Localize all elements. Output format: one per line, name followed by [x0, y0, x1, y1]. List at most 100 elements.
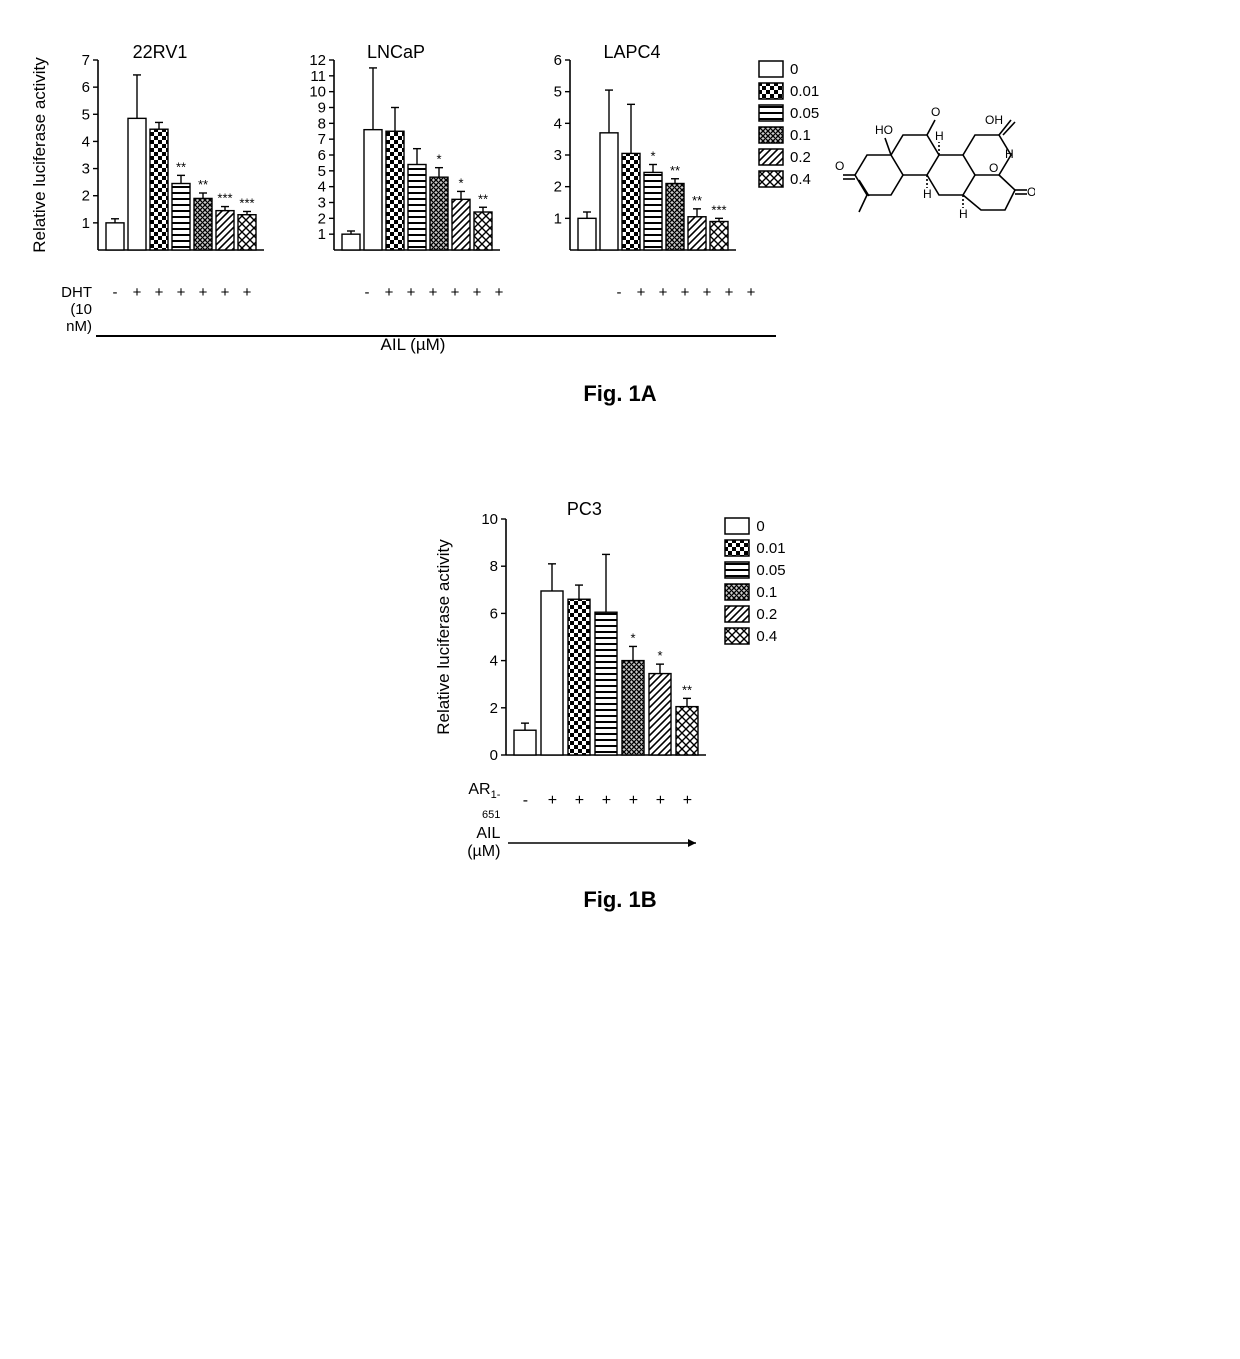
- svg-text:**: **: [692, 193, 702, 208]
- svg-text:7: 7: [318, 131, 326, 148]
- svg-text:H: H: [1005, 147, 1014, 161]
- chart-lapc4: LAPC4123456********: [522, 40, 742, 270]
- svg-text:***: ***: [217, 191, 232, 206]
- svg-text:H: H: [935, 129, 944, 143]
- legend-item: 0: [758, 58, 819, 80]
- ar-tick: +: [541, 792, 563, 810]
- dht-tick: +: [720, 284, 738, 301]
- svg-text:4: 4: [490, 653, 498, 670]
- svg-text:4: 4: [82, 133, 90, 150]
- fig1a-charts-row: Relative luciferase activity 22RV1123456…: [50, 40, 1190, 270]
- legend-label: 0.1: [756, 584, 777, 601]
- legend-label: 0: [756, 518, 764, 535]
- ar-tick: +: [676, 792, 698, 810]
- chart-title: 22RV1: [133, 42, 188, 63]
- ail-arrow-row: AIL (µM): [454, 825, 785, 861]
- dht-tick: +: [150, 284, 168, 301]
- chart-title: PC3: [567, 499, 602, 520]
- legend-item: 0.05: [724, 559, 785, 581]
- dht-tick: +: [128, 284, 146, 301]
- svg-text:4: 4: [318, 179, 326, 196]
- legend-label: 0.2: [756, 606, 777, 623]
- ar-tick: +: [649, 792, 671, 810]
- svg-text:6: 6: [490, 605, 498, 622]
- fig1a-panel: Relative luciferase activity 22RV1123456…: [50, 40, 1190, 407]
- svg-text:H: H: [959, 207, 968, 221]
- svg-text:O: O: [931, 105, 940, 119]
- legend-fig1a: 00.010.050.10.20.4: [758, 58, 819, 190]
- svg-text:***: ***: [711, 202, 726, 217]
- dht-tick: +: [676, 284, 694, 301]
- dht-tick: +: [380, 284, 398, 301]
- svg-text:1: 1: [554, 210, 562, 227]
- dht-label: DHT (10 nM): [50, 284, 96, 335]
- legend-label: 0.05: [756, 562, 785, 579]
- svg-text:3: 3: [318, 195, 326, 212]
- svg-text:6: 6: [318, 147, 326, 164]
- svg-text:10: 10: [482, 511, 499, 528]
- dht-tick: +: [632, 284, 650, 301]
- legend-label: 0: [790, 61, 798, 78]
- legend-label: 0.2: [790, 149, 811, 166]
- shared-x-axis-label: AIL (µM): [50, 335, 776, 355]
- svg-text:6: 6: [82, 79, 90, 96]
- ailanthone-structure: O HO O OH O O H H H H: [835, 80, 1035, 255]
- ar-tick: +: [595, 792, 617, 810]
- svg-text:O: O: [989, 161, 998, 175]
- svg-text:HO: HO: [875, 123, 893, 137]
- svg-text:**: **: [478, 191, 488, 206]
- dht-tick: +: [468, 284, 486, 301]
- svg-text:*: *: [650, 149, 655, 164]
- legend-label: 0.01: [756, 540, 785, 557]
- dht-tick: +: [172, 284, 190, 301]
- ar-tick: +: [568, 792, 590, 810]
- dht-tick: +: [424, 284, 442, 301]
- dht-tick: +: [654, 284, 672, 301]
- y-axis-label: Relative luciferase activity: [30, 57, 50, 253]
- legend-fig1b: 0 0.01 0.05 0.1 0.2 0.4: [724, 515, 785, 647]
- svg-text:3: 3: [82, 161, 90, 178]
- svg-text:11: 11: [310, 68, 326, 85]
- svg-text:OH: OH: [985, 113, 1003, 127]
- svg-text:6: 6: [554, 52, 562, 69]
- chart-lncap: LNCaP123456789101112****: [286, 40, 506, 270]
- ar-row: AR1-651 -++++++: [454, 781, 785, 821]
- legend-item: 0.1: [724, 581, 785, 603]
- chart-title: LNCaP: [367, 42, 425, 63]
- fig1a-caption: Fig. 1A: [50, 381, 1190, 407]
- ar-tick: +: [622, 792, 644, 810]
- ar-tick: -: [514, 792, 536, 810]
- dht-tick: +: [742, 284, 760, 301]
- dht-tick: +: [446, 284, 464, 301]
- legend-label: 0.1: [790, 127, 811, 144]
- svg-text:2: 2: [82, 188, 90, 205]
- y-axis-label-b: Relative luciferase activity: [434, 539, 454, 735]
- chart-title: LAPC4: [603, 42, 660, 63]
- svg-text:1: 1: [82, 215, 90, 232]
- svg-text:**: **: [176, 159, 186, 174]
- svg-text:**: **: [198, 177, 208, 192]
- svg-text:4: 4: [554, 115, 562, 132]
- dht-tick: +: [402, 284, 420, 301]
- svg-text:8: 8: [490, 558, 498, 575]
- fig1b-caption: Fig. 1B: [454, 887, 785, 913]
- legend-label: 0.05: [790, 105, 819, 122]
- svg-text:12: 12: [309, 52, 326, 69]
- svg-text:1: 1: [318, 226, 326, 243]
- svg-text:5: 5: [554, 84, 562, 101]
- svg-text:**: **: [682, 682, 692, 697]
- svg-text:*: *: [458, 175, 463, 190]
- legend-item: 0: [724, 515, 785, 537]
- legend-item: 0.4: [724, 625, 785, 647]
- ail-label-b: AIL (µM): [454, 825, 506, 861]
- svg-text:3: 3: [554, 147, 562, 164]
- legend-item: 0.2: [758, 146, 819, 168]
- legend-item: 0.01: [758, 80, 819, 102]
- svg-text:10: 10: [309, 84, 326, 101]
- svg-text:5: 5: [318, 163, 326, 180]
- svg-text:H: H: [923, 187, 932, 201]
- figure-container: Relative luciferase activity 22RV1123456…: [0, 0, 1240, 993]
- chart-pc3: Relative luciferase activity PC30246810*…: [454, 497, 714, 777]
- svg-text:2: 2: [490, 700, 498, 717]
- dht-tick: -: [106, 284, 124, 301]
